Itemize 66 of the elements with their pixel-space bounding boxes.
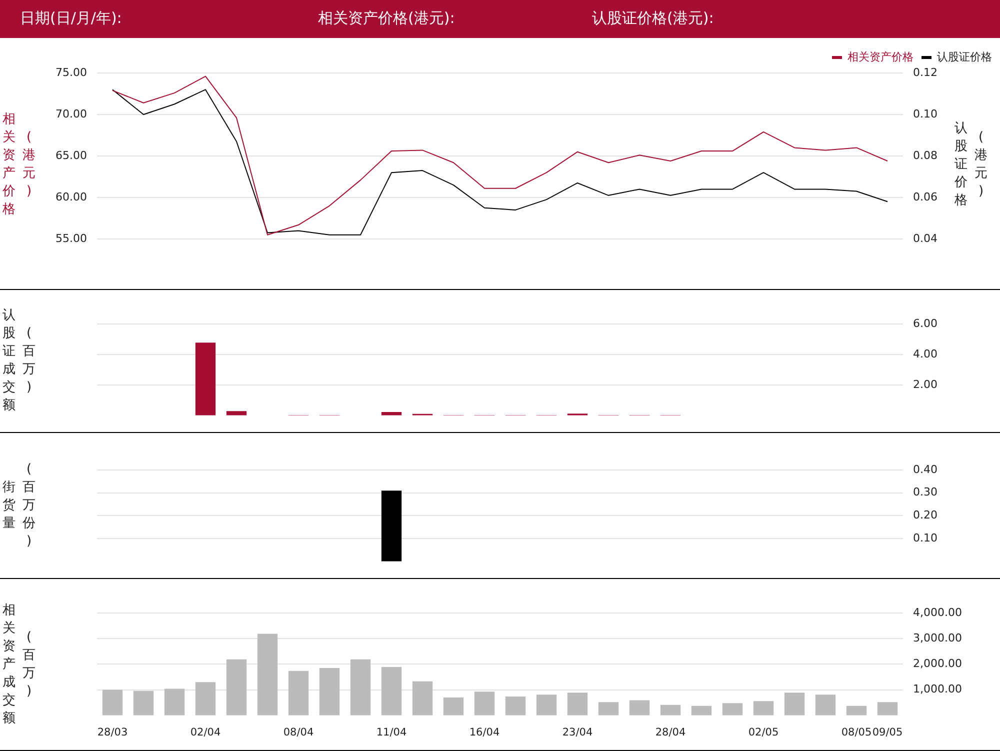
y-tick-label: 60.00 <box>56 190 87 204</box>
x-tick-label: 28/04 <box>655 726 686 738</box>
y-tick-label: 6.00 <box>913 316 938 330</box>
bar <box>846 706 867 716</box>
bar <box>691 706 712 716</box>
legend-label: 相关资产价格 <box>848 50 914 64</box>
x-tick-label: 23/04 <box>562 726 593 738</box>
x-tick-label: 02/04 <box>190 726 221 738</box>
bar <box>102 690 123 716</box>
bar <box>350 659 371 716</box>
legend-label: 认股证价格 <box>937 50 992 64</box>
bar <box>536 694 557 716</box>
text: 认股证价格(港元): <box>592 9 714 28</box>
bar <box>722 703 743 716</box>
x-tick-label: 11/04 <box>376 726 407 738</box>
y2-tick-label: 0.08 <box>913 148 938 162</box>
y-tick-label: 75.00 <box>56 66 87 79</box>
x-tick-label: 28/03 <box>97 726 128 738</box>
bar <box>164 688 185 716</box>
bar <box>226 659 247 716</box>
y-tick-label: 0.20 <box>913 508 938 522</box>
bar <box>877 702 898 716</box>
x-tick-label: 09/05 <box>872 726 903 738</box>
bar <box>753 701 774 716</box>
text: 日期(日/月/年): <box>20 9 122 28</box>
bar <box>567 692 588 716</box>
y-tick-label: 0.30 <box>913 486 938 499</box>
y-tick-label: 1,000.00 <box>913 682 962 696</box>
bar <box>133 690 154 716</box>
y-tick-label: 2.00 <box>913 378 938 391</box>
bar <box>629 700 650 716</box>
bar <box>598 702 619 716</box>
y-tick-label: 0.10 <box>913 531 938 544</box>
bar <box>474 692 495 716</box>
text: 相关资产价格(港元): <box>318 9 455 28</box>
x-tick-label: 02/05 <box>748 726 779 738</box>
y2-tick-label: 0.04 <box>913 232 938 245</box>
y-tick-label: 3,000.00 <box>913 631 962 644</box>
y-tick-label: 70.00 <box>56 107 87 120</box>
bar <box>815 694 836 716</box>
text: 相关资产价格(港元) <box>2 112 36 216</box>
y-tick-label: 55.00 <box>56 232 87 245</box>
y-tick-label: 0.40 <box>913 462 938 476</box>
bar <box>319 668 340 716</box>
bar <box>505 696 526 716</box>
text: 认股证成交额(百万) <box>2 308 36 413</box>
bar <box>195 342 216 416</box>
x-tick-label: 16/04 <box>469 726 500 738</box>
bar <box>195 682 216 716</box>
bar <box>660 704 681 716</box>
y2-tick-label: 0.06 <box>913 190 938 204</box>
y-tick-label: 2,000.00 <box>913 657 962 670</box>
y-tick-label: 4.00 <box>913 347 938 360</box>
bar <box>443 697 464 716</box>
y-tick-label: 65.00 <box>56 148 87 162</box>
text: 街货量(百万份) <box>2 462 36 548</box>
x-tick-label: 08/04 <box>283 726 314 738</box>
bar <box>381 667 402 716</box>
bar <box>257 634 278 716</box>
x-tick-label: 08/05 <box>841 726 872 738</box>
y-tick-label: 4,000.00 <box>913 606 962 619</box>
bar <box>784 692 805 716</box>
y2-tick-label: 0.12 <box>913 66 938 79</box>
bar <box>288 670 309 716</box>
bar <box>412 681 433 716</box>
bar <box>226 411 247 416</box>
